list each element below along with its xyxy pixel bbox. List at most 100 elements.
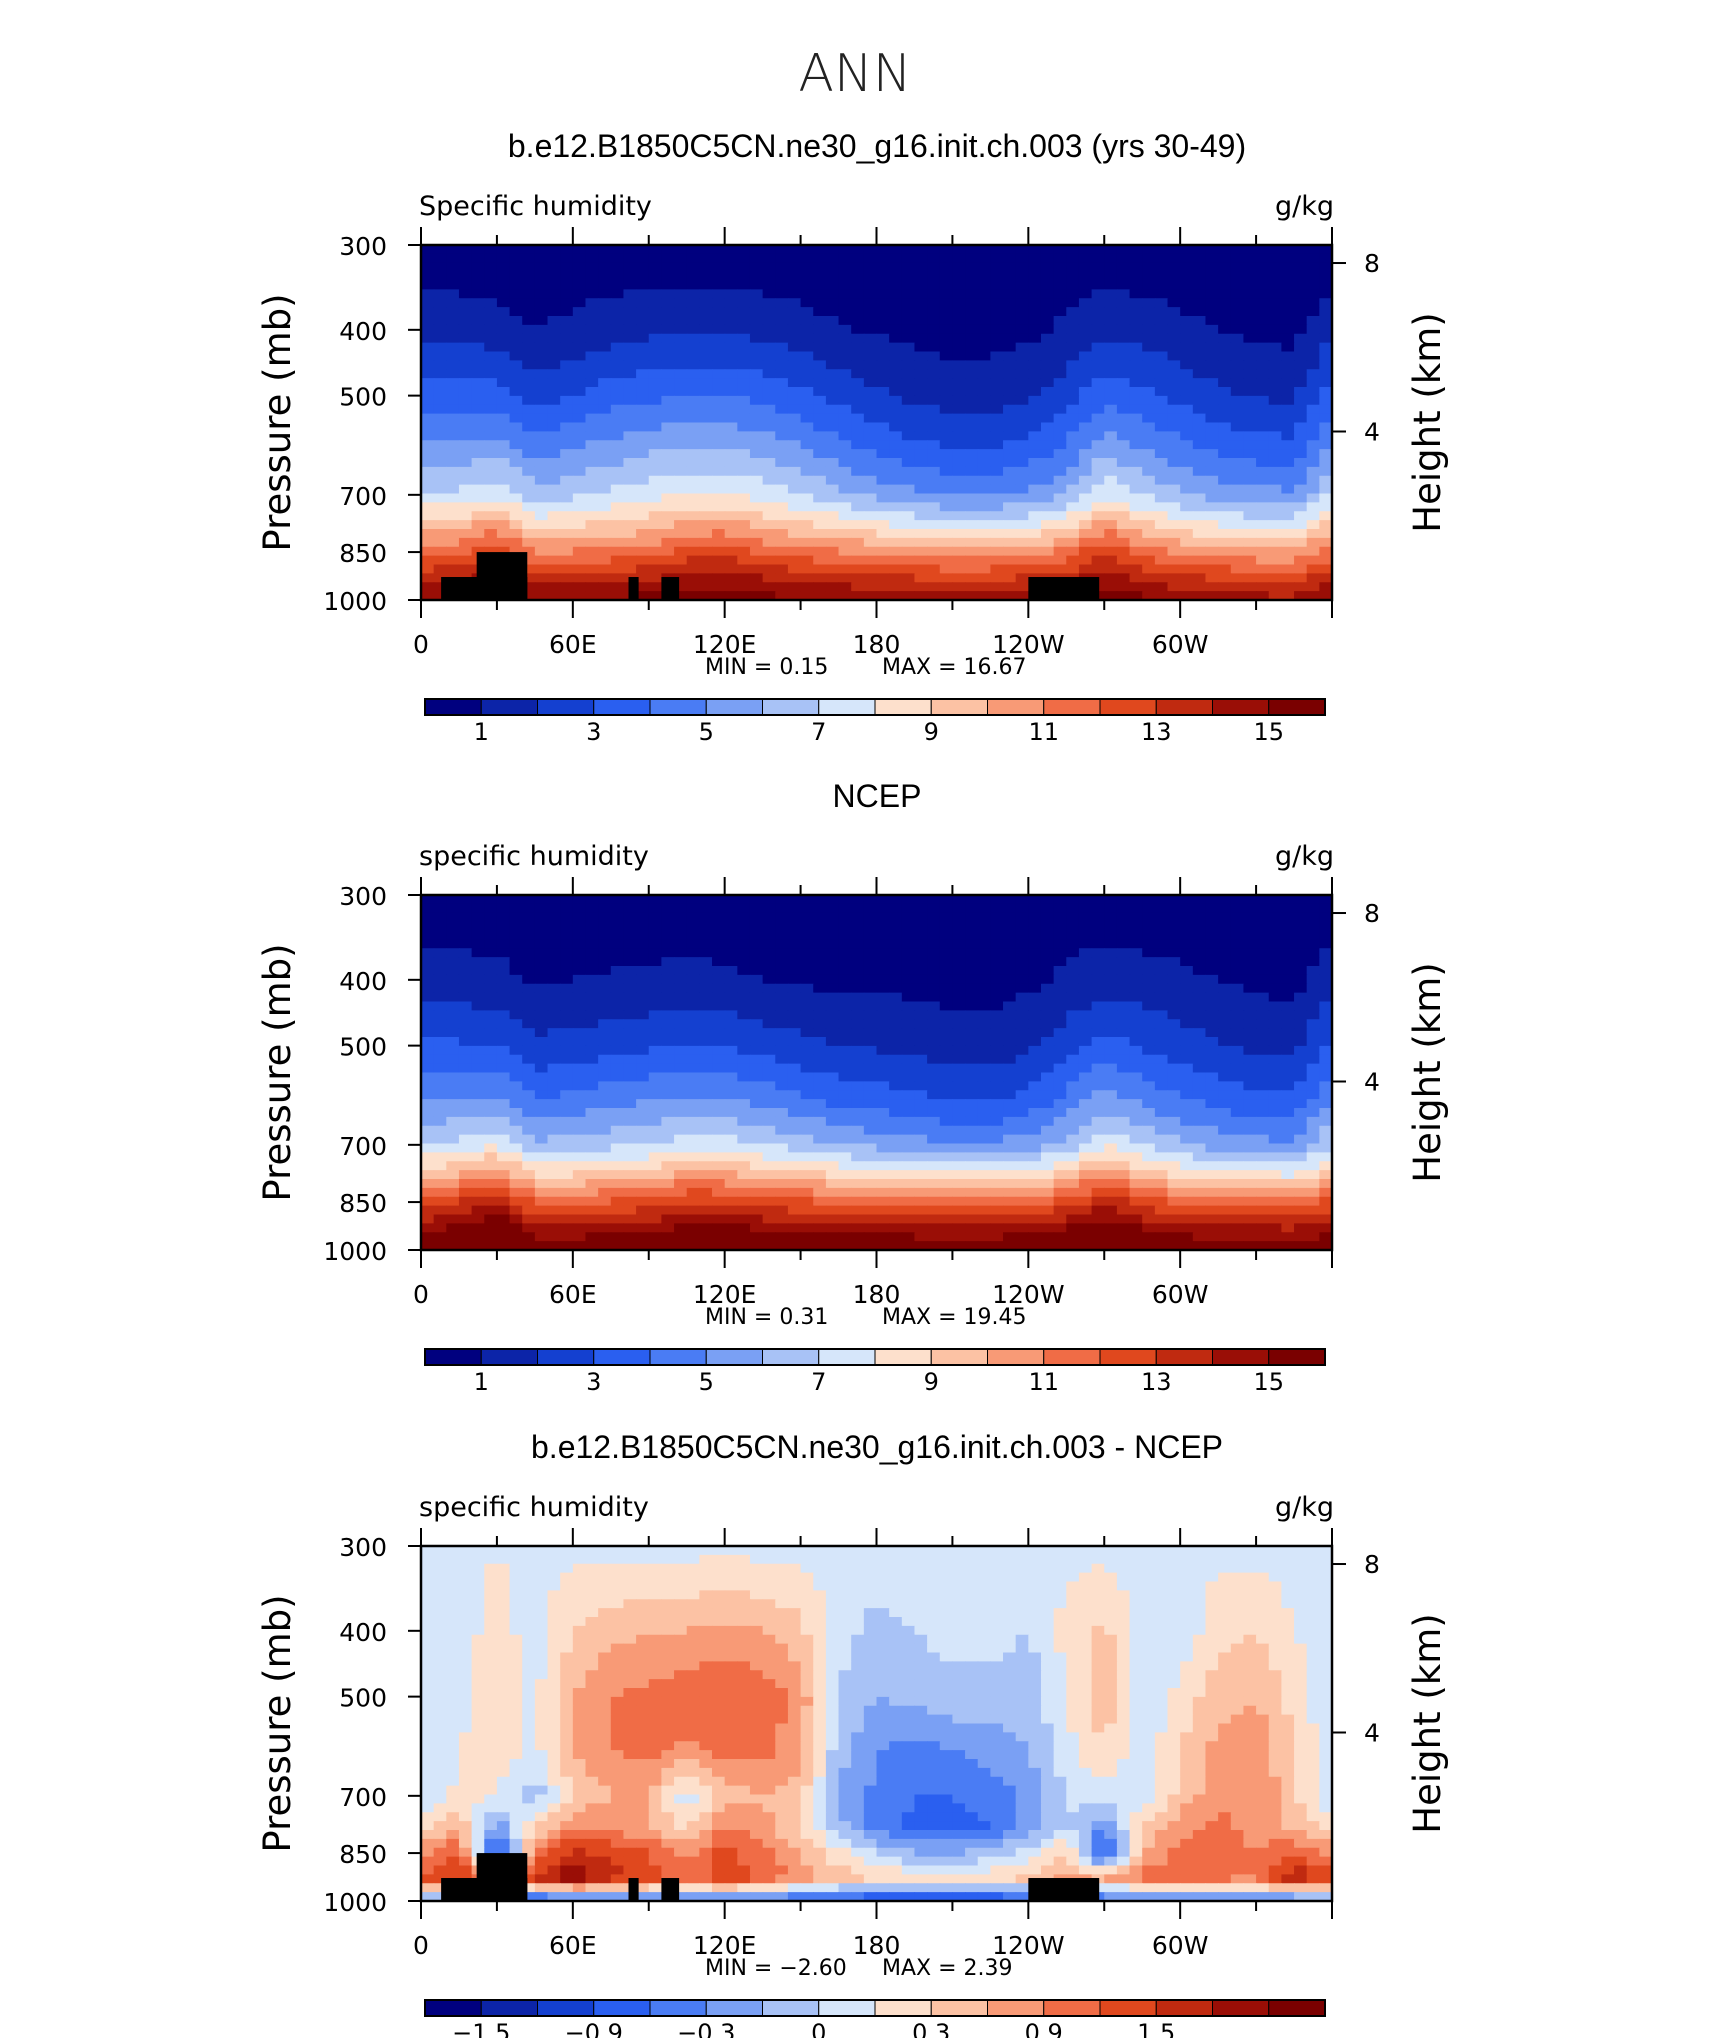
heatmap-cell [458,520,473,530]
heatmap-cell [1281,253,1295,264]
heatmap-cell [496,351,511,361]
heatmap-cell [699,466,713,477]
heatmap-cell [522,582,536,592]
heatmap-cell [990,378,1004,388]
heatmap-cell [762,591,776,601]
heatmap-cell [1028,493,1042,503]
heatmap-cell [1281,289,1295,299]
heatmap-cell [496,520,511,530]
heatmap-cell [1180,289,1194,299]
heatmap-cell [1218,983,1232,994]
heatmap-cell [1104,992,1118,1003]
heatmap-cell [724,466,738,477]
heatmap-cell [522,316,536,326]
heatmap-cell [1167,1125,1181,1136]
heatmap-cell [1142,1045,1156,1056]
heatmap-cell [1142,1028,1156,1038]
heatmap-cell [509,1045,523,1056]
heatmap-cell [1218,537,1232,548]
heatmap-cell [712,564,726,574]
heatmap-cell [446,895,460,905]
heatmap-cell [1116,502,1131,512]
heatmap-cell [863,537,878,548]
heatmap-cell [1003,948,1017,958]
heatmap-cell [876,895,890,905]
heatmap-cell [509,1090,523,1100]
heatmap-cell [724,316,738,326]
heatmap-cell [914,1045,928,1056]
heatmap-cell [1066,484,1080,495]
heatmap-cell [496,280,511,290]
heatmap-cell [863,458,878,468]
heatmap-cell [800,1054,814,1065]
heatmap-cell [1192,271,1207,282]
heatmap-cell [1028,502,1042,512]
heatmap-cell [863,1063,878,1074]
heatmap-cell [825,564,840,574]
heatmap-cell [1154,1019,1169,1029]
heatmap-cell [990,1116,1004,1127]
heatmap-cell [648,493,662,503]
heatmap-cell [1192,1099,1207,1109]
heatmap-cell [585,458,599,468]
y-tick-label: 700 [339,482,387,511]
heatmap-cell [749,948,764,958]
heatmap-cell [737,912,751,923]
heatmap-cell [712,511,726,521]
heatmap-cell [737,466,751,477]
heatmap-cell [724,974,738,985]
heatmap-cell [901,493,916,503]
heatmap-cell [800,1072,814,1082]
topography-mask [441,577,528,600]
heatmap-cell [901,1090,916,1100]
heatmap-cell [825,1108,840,1118]
heatmap-cell [1116,573,1131,583]
heatmap-cell [623,1072,637,1082]
heatmap-cell [952,1108,966,1118]
heatmap-cell [813,895,827,905]
heatmap-cell [1003,1125,1017,1136]
heatmap-cell [813,966,827,976]
heatmap-cell [636,431,650,441]
heatmap-cell [813,1010,827,1020]
heatmap-cell [737,1090,751,1100]
heatmap-cell [1040,1099,1055,1109]
heatmap-cell [1040,298,1055,308]
heatmap-cell [471,1072,485,1082]
heatmap-cell [585,422,599,432]
heatmap-cell [534,440,549,450]
heatmap-cell [661,1045,675,1056]
heatmap-cell [1268,1001,1282,1011]
colorbar-frame [424,698,1326,716]
heatmap-cell [1243,948,1257,958]
heatmap-cell [560,1116,574,1127]
heatmap-cell [1192,440,1207,450]
heatmap-cell [876,591,890,601]
heatmap-cell [712,573,726,583]
heatmap-cell [509,912,523,923]
heatmap-cell [661,564,675,574]
heatmap-cell [749,484,764,495]
heatmap-cell [838,289,852,299]
heatmap-cell [1256,1125,1270,1136]
heatmap-cell [712,316,726,326]
heatmap-cell [421,1090,435,1100]
heatmap-cell [952,582,966,592]
heatmap-cell [1218,1108,1232,1118]
heatmap-cell [598,422,612,432]
heatmap-cell [787,466,802,477]
heatmap-cell [825,298,840,308]
heatmap-cell [509,440,523,450]
heatmap-cell [914,957,928,967]
heatmap-cell [648,1063,662,1074]
heatmap-cell [1104,1134,1118,1145]
heatmap-cell [1154,475,1169,486]
heatmap-cell [1294,431,1308,441]
heatmap-cell [699,502,713,512]
heatmap-cell [1066,245,1080,255]
heatmap-cell [1205,307,1219,317]
heatmap-cell [458,475,473,486]
heatmap-cell [1066,1054,1080,1065]
heatmap-cell [636,395,650,406]
heatmap-cell [1319,1116,1333,1127]
